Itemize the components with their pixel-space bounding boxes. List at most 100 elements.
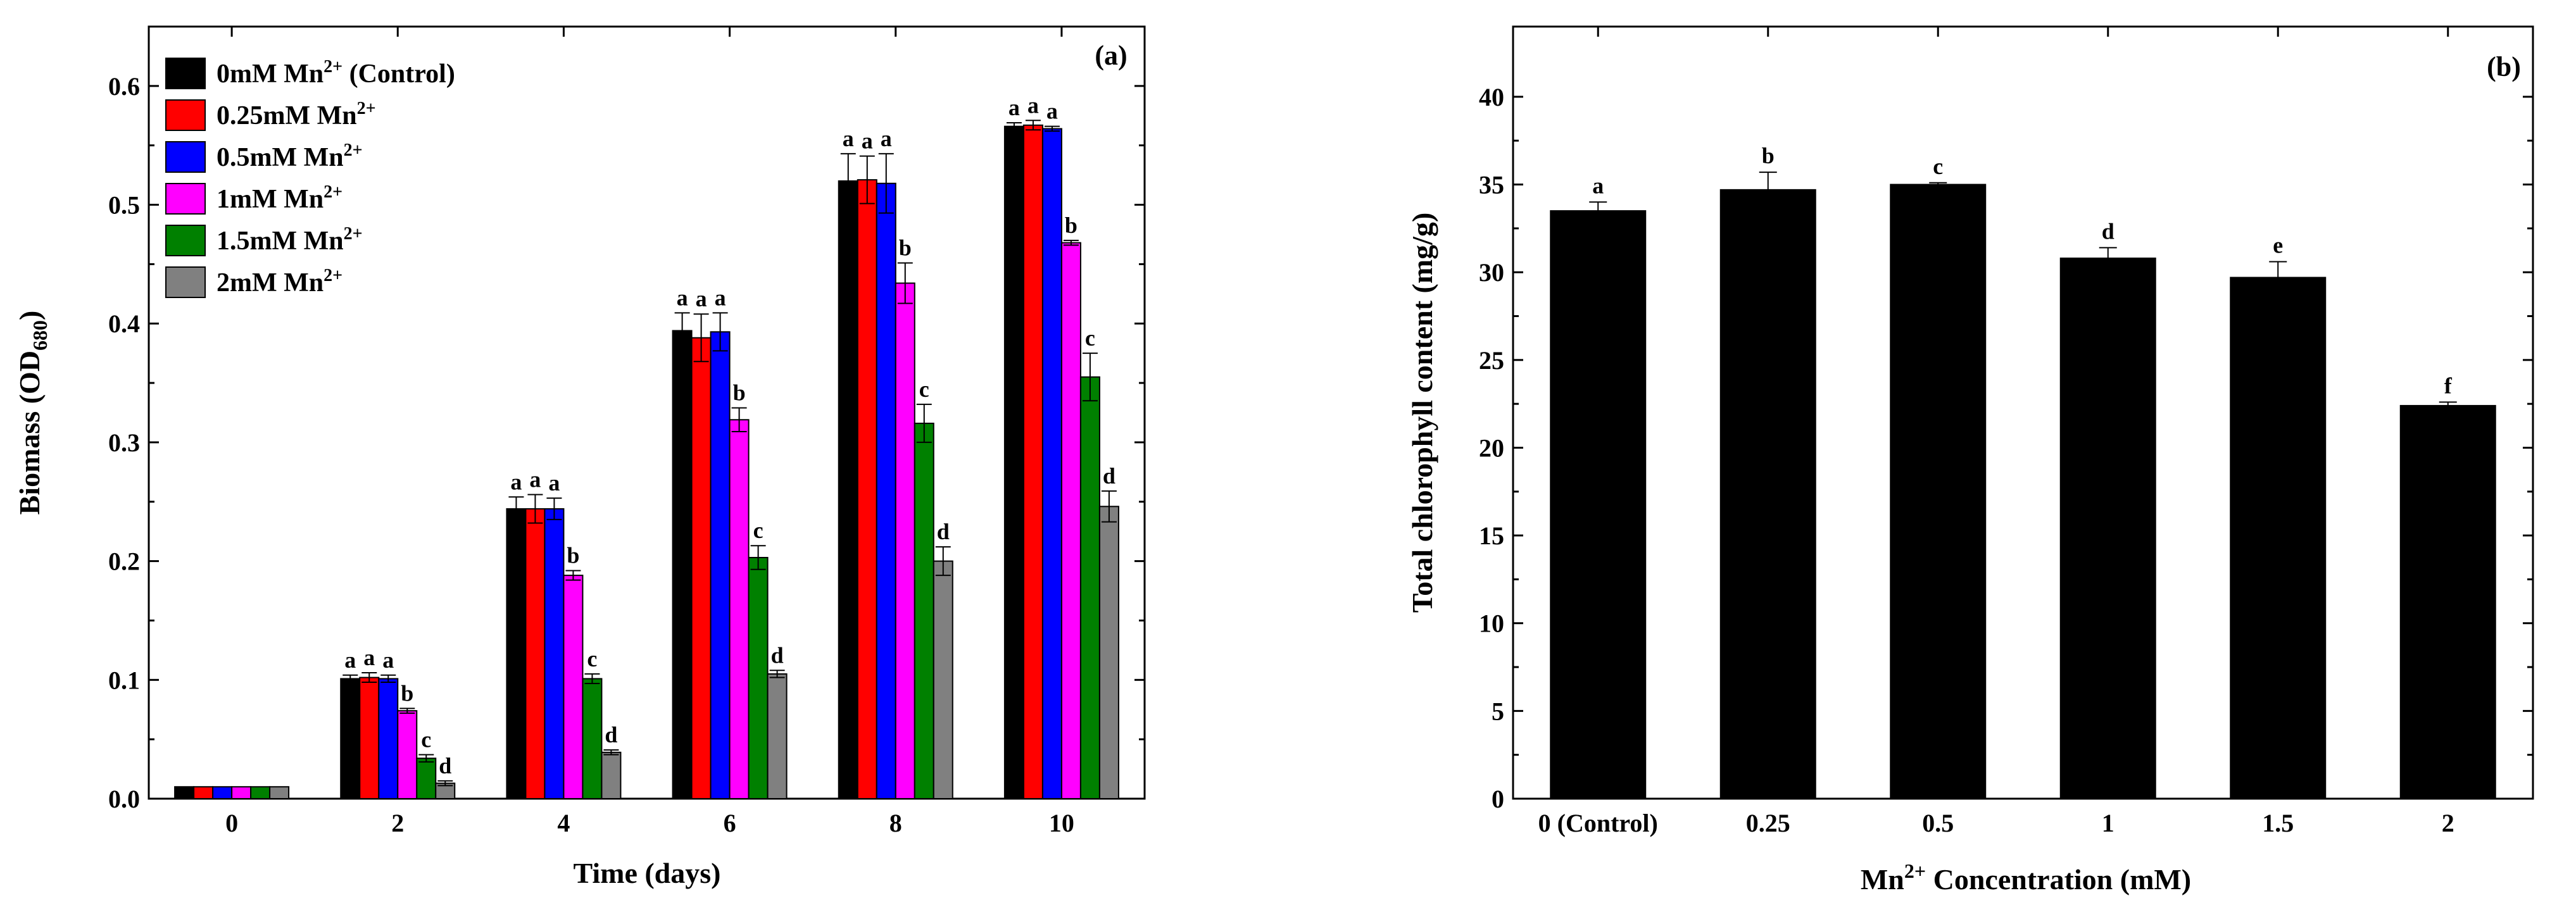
x-tick-label: 8: [889, 809, 902, 837]
bar: [1041, 128, 1062, 799]
significance-letter: a: [677, 285, 688, 310]
legend-entry: 1.5mM Mn2+: [217, 224, 363, 256]
panel-a-legend: 0mM Mn2+ (Control) 0.25mM Mn2+ 0.5mM Mn2+ 1…: [165, 57, 455, 298]
bar: [876, 182, 896, 799]
bar: [914, 422, 934, 799]
bar: [378, 678, 399, 800]
bar: [582, 678, 603, 800]
panel-b-plot-frame: [1512, 25, 2534, 800]
y-tick-label: 5: [1492, 697, 1504, 725]
panel-b-bars: a b c d e f: [1550, 143, 2496, 799]
significance-letter: a: [715, 285, 726, 310]
significance-letter: b: [899, 235, 912, 261]
legend-entry: 1mM Mn2+: [217, 182, 342, 214]
bar: [1550, 210, 1647, 799]
significance-letter: c: [1933, 154, 1943, 179]
significance-letter: b: [401, 680, 413, 706]
y-tick-label: 40: [1479, 83, 1504, 111]
panel-b-x-axis-title: Mn2+ Concentration (mM): [1861, 859, 2191, 896]
panel-a-plot-frame: [148, 25, 1146, 800]
x-tick-label: 0.5: [1922, 809, 1954, 837]
significance-letter: c: [753, 518, 763, 543]
x-tick-label: 2: [2442, 809, 2454, 837]
bar: [933, 560, 953, 799]
significance-letter: f: [2444, 373, 2453, 398]
bar: [895, 282, 915, 799]
legend-swatch: [165, 99, 206, 131]
significance-letter: b: [567, 543, 579, 568]
significance-letter: a: [843, 126, 854, 151]
bar: [359, 677, 380, 799]
legend-entry: 2mM Mn2+: [217, 266, 342, 297]
y-tick-label: 35: [1479, 171, 1504, 199]
significance-letter: a: [344, 647, 356, 673]
y-tick-label: 0.5: [108, 191, 140, 220]
significance-letter: c: [1085, 325, 1095, 351]
y-tick-label: 0.1: [108, 666, 140, 694]
y-tick-label: 15: [1479, 521, 1504, 550]
bar: [672, 330, 693, 799]
bar: [838, 180, 858, 799]
significance-letter: d: [439, 753, 451, 778]
significance-letter: d: [2102, 218, 2114, 244]
significance-letter: c: [587, 646, 597, 671]
x-tick-label: 4: [557, 809, 570, 837]
y-tick-label: 0.6: [108, 72, 140, 101]
bar: [767, 673, 788, 800]
significance-letter: a: [529, 467, 541, 492]
bar: [212, 786, 233, 799]
y-tick-label: 30: [1479, 258, 1504, 287]
y-tick-label: 0.3: [108, 428, 140, 457]
significance-letter: c: [919, 377, 929, 402]
significance-letter: e: [2273, 233, 2283, 258]
bar: [1079, 376, 1100, 799]
legend-swatch: [165, 266, 206, 298]
bar: [748, 556, 769, 799]
legend-swatch: [165, 225, 206, 256]
x-tick-label: 0 (Control): [1538, 809, 1658, 837]
bar: [729, 419, 750, 799]
legend-swatch: [165, 58, 206, 89]
bar: [2399, 404, 2496, 799]
significance-letter: a: [881, 126, 892, 151]
bar: [563, 575, 584, 800]
significance-letter: b: [1065, 213, 1078, 238]
significance-letter: a: [510, 469, 522, 494]
bar: [1022, 124, 1043, 799]
legend-entry: 0mM Mn2+ (Control): [217, 57, 455, 89]
bar: [1060, 242, 1081, 800]
bar: [231, 786, 252, 799]
x-tick-label: 0: [225, 809, 238, 837]
y-tick-label: 0.4: [108, 309, 140, 338]
bar: [525, 508, 546, 799]
y-tick-label: 0.2: [108, 547, 140, 576]
legend-entry: 0.25mM Mn2+: [217, 99, 376, 130]
bar: [1098, 506, 1119, 799]
x-tick-label: 2: [391, 809, 404, 837]
bar: [416, 758, 437, 799]
y-tick-label: 20: [1479, 434, 1504, 462]
panel-b-y-axis: 0 5 10 15 20 25 30 35 40: [1479, 83, 2533, 813]
significance-letter: a: [363, 645, 375, 670]
bar: [601, 751, 622, 800]
panel-a-label: (a): [1095, 40, 1127, 71]
legend-swatch: [165, 141, 206, 173]
panel-b-x-axis: 0 (Control) 0.25 0.5 1 1.5 2: [1538, 27, 2454, 837]
bar: [397, 710, 418, 799]
bar: [2230, 277, 2327, 799]
bar: [710, 331, 731, 799]
significance-letter: b: [733, 380, 746, 405]
significance-letter: a: [696, 286, 707, 311]
panel-b-y-axis-title: Total chlorophyll content (mg/g): [1406, 213, 1438, 613]
panel-b-chlorophyll-chart: 0 5 10 15 20 25 30 35 40 0 (Control) 0.25 0.5 1 1.5 2…: [1406, 25, 2534, 896]
bar: [691, 337, 712, 799]
significance-letter: a: [548, 470, 560, 496]
bar: [506, 508, 527, 799]
y-tick-label: 0.0: [108, 785, 140, 813]
bar: [544, 508, 565, 799]
bar: [857, 179, 877, 800]
bar: [1719, 189, 1816, 799]
